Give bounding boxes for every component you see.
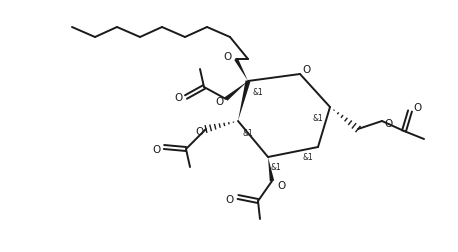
- Polygon shape: [238, 81, 251, 121]
- Text: O: O: [278, 180, 286, 190]
- Polygon shape: [234, 59, 248, 82]
- Text: &1: &1: [303, 153, 313, 162]
- Text: O: O: [385, 118, 393, 129]
- Text: O: O: [303, 65, 311, 75]
- Text: O: O: [226, 194, 234, 204]
- Text: O: O: [152, 144, 160, 154]
- Text: &1: &1: [313, 113, 323, 122]
- Text: O: O: [215, 97, 223, 107]
- Text: O: O: [174, 93, 182, 103]
- Text: O: O: [195, 127, 203, 137]
- Polygon shape: [224, 82, 248, 101]
- Text: &1: &1: [271, 163, 281, 172]
- Text: &1: &1: [253, 87, 263, 96]
- Text: O: O: [224, 52, 232, 62]
- Polygon shape: [268, 158, 274, 182]
- Text: &1: &1: [243, 129, 253, 138]
- Text: O: O: [414, 103, 422, 113]
